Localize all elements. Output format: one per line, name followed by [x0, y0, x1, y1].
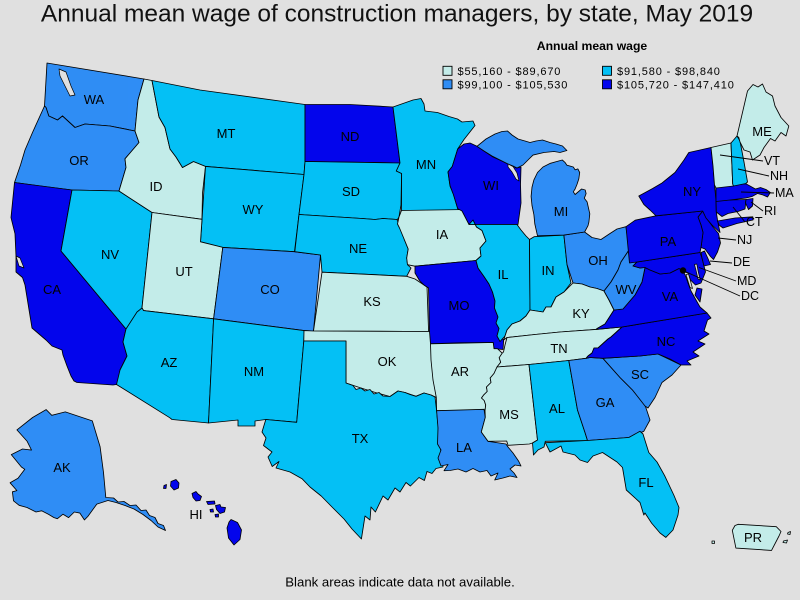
svg-text:LA: LA	[456, 440, 472, 455]
svg-text:Annual mean wage: Annual mean wage	[537, 39, 648, 53]
svg-text:IL: IL	[498, 267, 509, 282]
svg-text:MS: MS	[499, 407, 519, 422]
svg-text:NJ: NJ	[737, 233, 752, 247]
svg-text:Blank areas indicate data not: Blank areas indicate data not available.	[285, 575, 514, 590]
svg-text:MO: MO	[449, 298, 470, 313]
svg-text:DE: DE	[733, 255, 750, 269]
svg-text:IN: IN	[542, 263, 555, 278]
svg-text:ND: ND	[341, 129, 360, 144]
svg-text:AL: AL	[549, 401, 565, 416]
svg-text:IA: IA	[436, 227, 449, 242]
svg-text:SC: SC	[631, 367, 649, 382]
svg-text:NM: NM	[244, 364, 264, 379]
svg-text:MD: MD	[737, 274, 756, 288]
svg-text:MA: MA	[775, 186, 794, 200]
svg-text:NY: NY	[683, 184, 701, 199]
svg-text:OR: OR	[69, 153, 89, 168]
svg-text:Annual mean wage of constructi: Annual mean wage of construction manager…	[41, 1, 753, 28]
svg-text:WV: WV	[616, 282, 637, 297]
svg-text:OK: OK	[378, 354, 397, 369]
svg-text:TX: TX	[352, 431, 369, 446]
svg-text:CA: CA	[43, 282, 61, 297]
svg-text:DC: DC	[741, 289, 759, 303]
svg-text:HI: HI	[190, 507, 203, 522]
svg-text:MN: MN	[416, 157, 436, 172]
svg-text:KY: KY	[572, 306, 590, 321]
svg-text:WI: WI	[483, 178, 499, 193]
svg-text:OH: OH	[588, 253, 608, 268]
svg-text:NH: NH	[770, 169, 788, 183]
svg-text:RI: RI	[764, 204, 777, 218]
svg-text:WY: WY	[243, 202, 264, 217]
svg-text:AR: AR	[451, 364, 469, 379]
svg-text:VT: VT	[764, 154, 780, 168]
svg-text:TN: TN	[550, 341, 567, 356]
svg-text:AZ: AZ	[161, 355, 178, 370]
svg-text:SD: SD	[342, 184, 360, 199]
svg-text:CO: CO	[260, 282, 280, 297]
svg-text:AK: AK	[53, 460, 71, 475]
svg-text:MT: MT	[217, 126, 236, 141]
svg-text:GA: GA	[596, 395, 615, 410]
svg-text:PR: PR	[744, 530, 762, 545]
svg-text:PA: PA	[660, 234, 677, 249]
svg-text:CT: CT	[746, 215, 763, 229]
svg-text:$105,720 - $147,410: $105,720 - $147,410	[617, 79, 735, 91]
svg-text:WA: WA	[84, 92, 105, 107]
svg-text:ME: ME	[752, 124, 772, 139]
svg-text:UT: UT	[175, 264, 192, 279]
svg-text:MI: MI	[554, 204, 568, 219]
svg-text:$91,580 - $98,840: $91,580 - $98,840	[617, 66, 721, 78]
svg-text:NV: NV	[101, 247, 119, 262]
svg-text:$99,100 - $105,530: $99,100 - $105,530	[458, 79, 569, 91]
svg-text:NC: NC	[657, 334, 676, 349]
svg-text:NE: NE	[349, 241, 367, 256]
svg-text:KS: KS	[363, 294, 381, 309]
svg-text:$55,160 - $89,670: $55,160 - $89,670	[458, 66, 562, 78]
svg-text:VA: VA	[662, 289, 679, 304]
svg-text:FL: FL	[638, 475, 653, 490]
svg-text:ID: ID	[150, 179, 163, 194]
